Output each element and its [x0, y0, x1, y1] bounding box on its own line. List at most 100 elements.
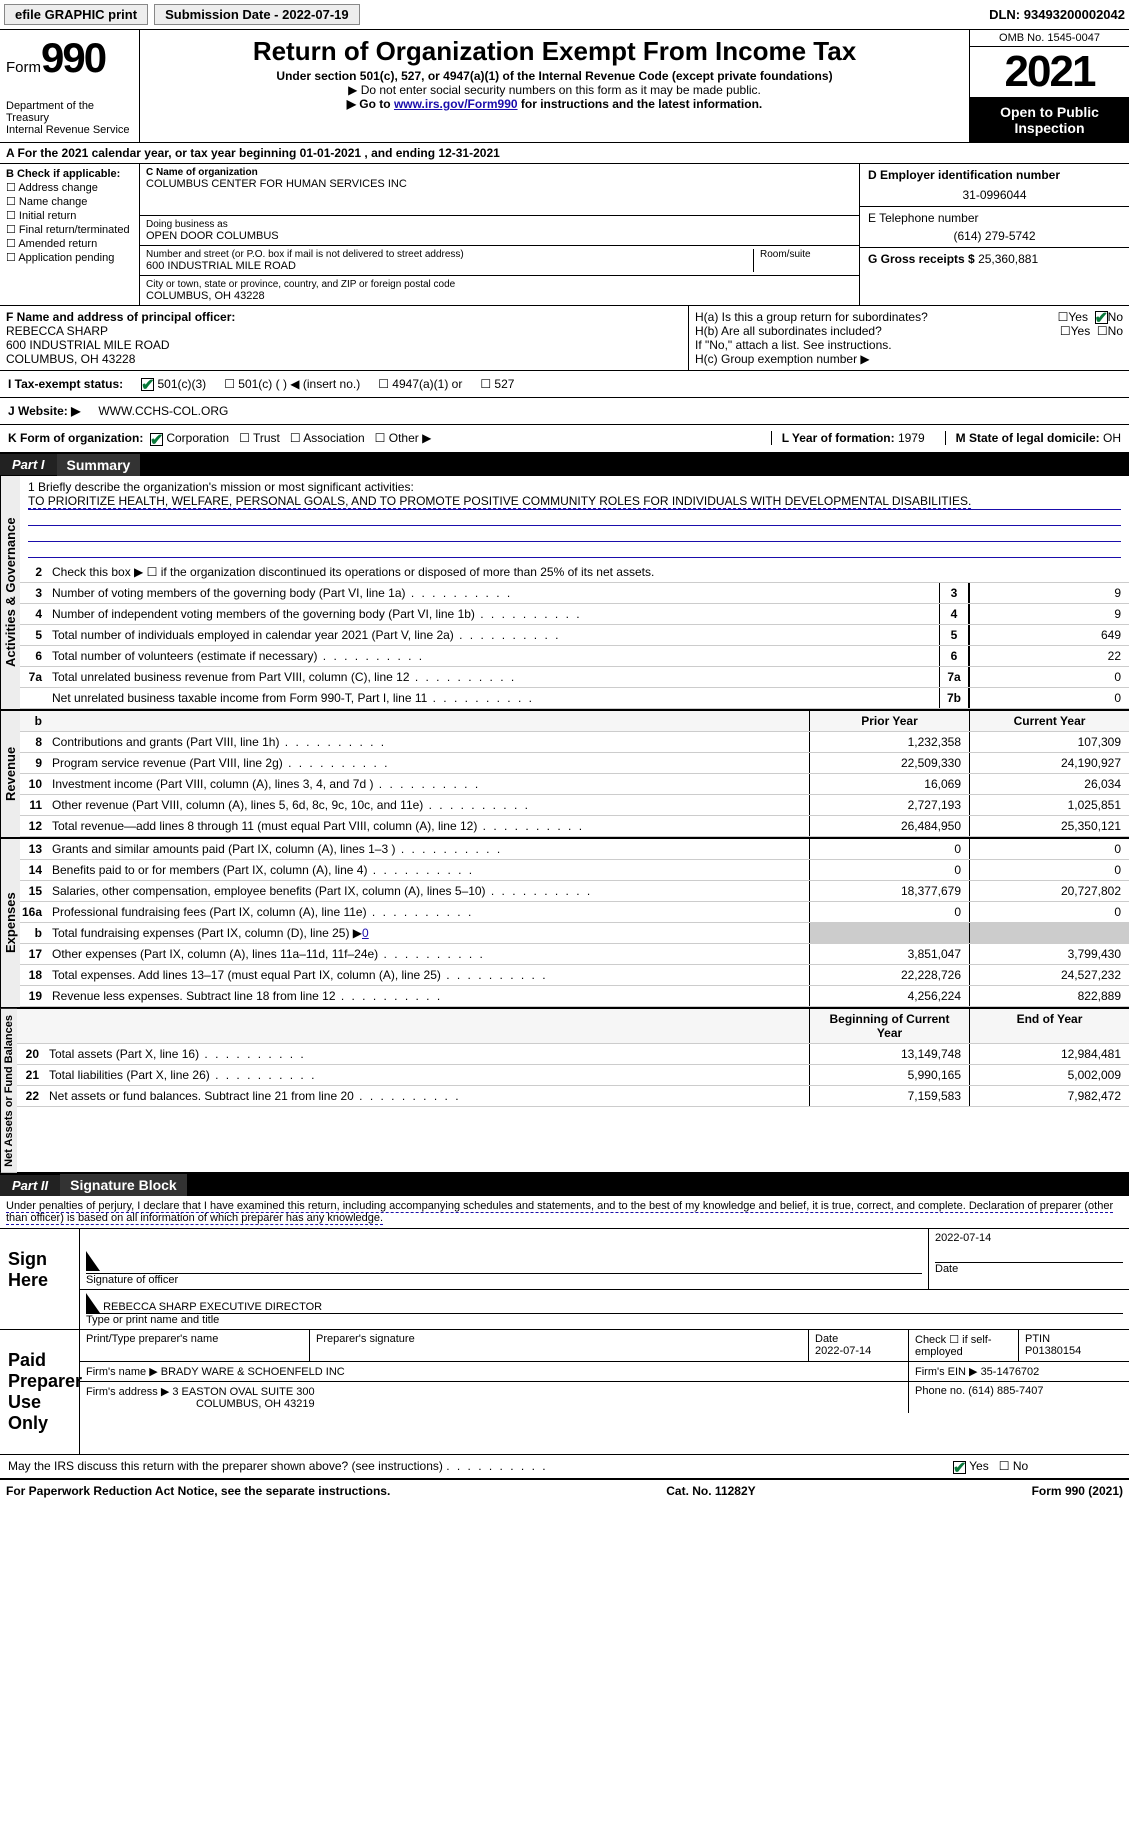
form-subtitle: Under section 501(c), 527, or 4947(a)(1)…: [150, 69, 959, 83]
d-label: D Employer identification number: [868, 168, 1121, 182]
prior-val: 26,484,950: [809, 816, 969, 836]
line2: Check this box ▶ ☐ if the organization d…: [48, 562, 1129, 582]
curr-val: 0: [969, 839, 1129, 859]
city-label: City or town, state or province, country…: [146, 279, 853, 290]
dln: DLN: 93493200002042: [989, 7, 1125, 22]
ha-label: H(a) Is this a group return for subordin…: [695, 310, 1058, 324]
paid-preparer-block: Paid Preparer Use Only Print/Type prepar…: [0, 1330, 1129, 1455]
chk-address-change[interactable]: ☐ Address change: [6, 181, 133, 194]
sig-name-label: Type or print name and title: [86, 1313, 1123, 1326]
end-year-header: End of Year: [969, 1009, 1129, 1043]
vlabel-exp: Expenses: [0, 839, 20, 1007]
e-label: E Telephone number: [868, 211, 1121, 225]
dept-label: Department of the Treasury Internal Reve…: [6, 100, 133, 136]
chk-other[interactable]: ☐ Other ▶: [375, 431, 432, 445]
prior-val: 22,228,726: [809, 965, 969, 985]
form-header: Form990 Department of the Treasury Inter…: [0, 30, 1129, 143]
open-inspection: Open to Public Inspection: [970, 98, 1129, 142]
prior-val: 13,149,748: [809, 1044, 969, 1064]
begin-year-header: Beginning of Current Year: [809, 1009, 969, 1043]
chk-501c[interactable]: ☐ 501(c) ( ) ◀ (insert no.): [224, 377, 360, 391]
discuss-no[interactable]: ☐ No: [999, 1459, 1028, 1473]
prior-val: 22,509,330: [809, 753, 969, 773]
firm-addr1: 3 EASTON OVAL SUITE 300: [172, 1386, 314, 1398]
officer-addr1: 600 INDUSTRIAL MILE ROAD: [6, 338, 682, 352]
chk-527[interactable]: ☐ 527: [480, 377, 514, 391]
ha-yes[interactable]: ☐Yes: [1058, 310, 1088, 324]
firm-addr2: COLUMBUS, OH 43219: [196, 1398, 315, 1410]
curr-val: 24,527,232: [969, 965, 1129, 985]
irs-link[interactable]: www.irs.gov/Form990: [394, 97, 518, 111]
sig-officer-label: Signature of officer: [86, 1273, 922, 1286]
prep-sig-label: Preparer's signature: [310, 1330, 809, 1361]
g-label: G Gross receipts $: [868, 252, 978, 266]
prior-val: 0: [809, 902, 969, 922]
curr-val: 0: [969, 902, 1129, 922]
curr-val: 3,799,430: [969, 944, 1129, 964]
hb-yes[interactable]: ☐Yes: [1060, 324, 1090, 338]
k-row: K Form of organization: Corporation ☐ Tr…: [0, 425, 1129, 453]
chk-4947[interactable]: ☐ 4947(a)(1) or: [378, 377, 462, 391]
chk-amended[interactable]: ☐ Amended return: [6, 237, 133, 250]
officer-name: REBECCA SHARP: [6, 324, 682, 338]
gov-val: 9: [969, 583, 1129, 603]
ha-no-check[interactable]: [1095, 311, 1108, 324]
part1-header: Part I Summary: [0, 454, 1129, 476]
ptin: P01380154: [1025, 1345, 1081, 1357]
self-emp-check[interactable]: Check ☐ if self-employed: [909, 1330, 1019, 1361]
activities-governance: Activities & Governance 1 Briefly descri…: [0, 476, 1129, 711]
footer-left: For Paperwork Reduction Act Notice, see …: [6, 1484, 390, 1498]
chk-final-return[interactable]: ☐ Final return/terminated: [6, 223, 133, 236]
gov-val: 22: [969, 646, 1129, 666]
curr-val: 7,982,472: [969, 1086, 1129, 1106]
gov-val: 0: [969, 688, 1129, 708]
sign-here-block: Sign Here Signature of officer 2022-07-1…: [0, 1229, 1129, 1330]
vlabel-rev: Revenue: [0, 711, 20, 837]
chk-name-change[interactable]: ☐ Name change: [6, 195, 133, 208]
i-label: I Tax-exempt status:: [8, 377, 123, 391]
section-b-c-d: B Check if applicable: ☐ Address change …: [0, 164, 1129, 306]
firm-ein: 35-1476702: [981, 1366, 1040, 1378]
page-footer: For Paperwork Reduction Act Notice, see …: [0, 1479, 1129, 1502]
sig-arrow-icon: [86, 1251, 100, 1271]
top-bar: efile GRAPHIC print Submission Date - 20…: [0, 0, 1129, 30]
chk-trust[interactable]: ☐ Trust: [239, 431, 280, 445]
chk-501c3[interactable]: 501(c)(3): [141, 377, 206, 391]
efile-button[interactable]: efile GRAPHIC print: [4, 4, 148, 25]
street-label: Number and street (or P.O. box if mail i…: [146, 249, 753, 260]
vlabel-net: Net Assets or Fund Balances: [0, 1009, 17, 1173]
discuss-text: May the IRS discuss this return with the…: [0, 1455, 949, 1477]
curr-val: 25,350,121: [969, 816, 1129, 836]
gov-val: 9: [969, 604, 1129, 624]
revenue-section: Revenue bPrior YearCurrent Year 8Contrib…: [0, 711, 1129, 839]
chk-corp[interactable]: Corporation: [150, 431, 229, 445]
footer-mid: Cat. No. 11282Y: [666, 1484, 755, 1498]
curr-val: 20,727,802: [969, 881, 1129, 901]
form-note: ▶ Do not enter social security numbers o…: [150, 83, 959, 97]
b-label: B Check if applicable:: [6, 168, 133, 180]
discuss-yes[interactable]: Yes: [953, 1459, 989, 1473]
prior-val: 2,727,193: [809, 795, 969, 815]
j-label: J Website: ▶: [8, 404, 80, 418]
officer-addr2: COLUMBUS, OH 43228: [6, 352, 682, 366]
prior-val: 7,159,583: [809, 1086, 969, 1106]
f-label: F Name and address of principal officer:: [6, 310, 682, 324]
fund-link[interactable]: 0: [362, 926, 369, 940]
penalty-text: Under penalties of perjury, I declare th…: [0, 1196, 1129, 1229]
chk-assoc[interactable]: ☐ Association: [290, 431, 365, 445]
sign-here-label: Sign Here: [0, 1229, 80, 1329]
submission-date: Submission Date - 2022-07-19: [154, 4, 360, 25]
section-f-h: F Name and address of principal officer:…: [0, 306, 1129, 371]
curr-val: 24,190,927: [969, 753, 1129, 773]
prior-year-header: Prior Year: [809, 711, 969, 731]
chk-initial-return[interactable]: ☐ Initial return: [6, 209, 133, 222]
chk-application[interactable]: ☐ Application pending: [6, 251, 133, 264]
print-name-label: Print/Type preparer's name: [80, 1330, 310, 1361]
city-value: COLUMBUS, OH 43228: [146, 290, 853, 302]
prior-val: 4,256,224: [809, 986, 969, 1006]
mission-text: TO PRIORITIZE HEALTH, WELFARE, PERSONAL …: [28, 494, 971, 509]
gross-receipts: 25,360,881: [978, 252, 1038, 266]
gov-val: 649: [969, 625, 1129, 645]
curr-val: 822,889: [969, 986, 1129, 1006]
website-value: WWW.CCHS-COL.ORG: [98, 404, 228, 418]
